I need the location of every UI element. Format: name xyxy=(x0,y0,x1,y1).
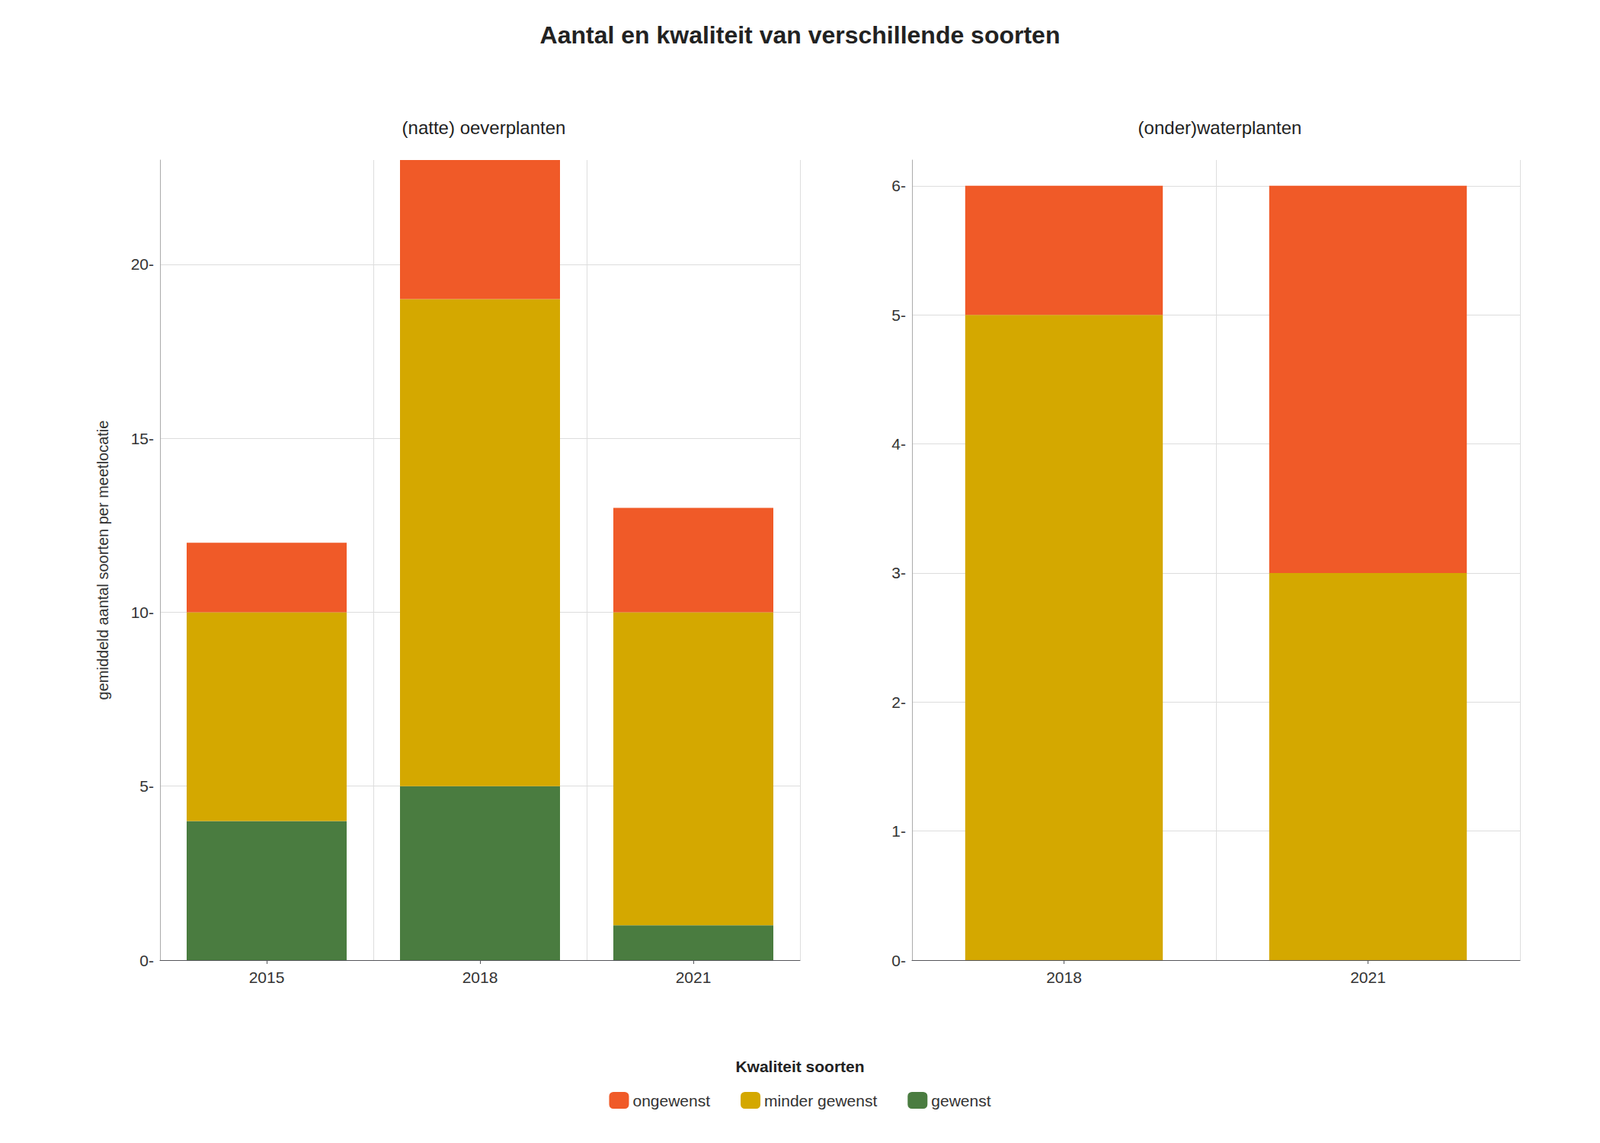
svg-text:2015: 2015 xyxy=(249,968,285,986)
svg-text:6-: 6- xyxy=(891,176,906,195)
svg-text:1-: 1- xyxy=(891,822,906,840)
svg-text:gewenst: gewenst xyxy=(931,1091,991,1110)
svg-text:2018: 2018 xyxy=(1046,968,1082,986)
svg-text:5-: 5- xyxy=(891,306,906,324)
svg-text:2021: 2021 xyxy=(1350,968,1386,986)
svg-text:2018: 2018 xyxy=(462,968,499,986)
svg-text:4-: 4- xyxy=(891,435,906,453)
svg-text:(onder)waterplanten: (onder)waterplanten xyxy=(1138,117,1303,138)
svg-text:5-: 5- xyxy=(139,777,154,795)
svg-text:20-: 20- xyxy=(131,255,154,273)
svg-text:gemiddeld aantal soorten per m: gemiddeld aantal soorten per meetlocatie xyxy=(94,420,112,701)
svg-text:minder gewenst: minder gewenst xyxy=(764,1091,877,1110)
svg-text:2021: 2021 xyxy=(675,968,712,986)
svg-text:2-: 2- xyxy=(891,693,906,711)
svg-text:0-: 0- xyxy=(139,951,154,970)
svg-text:10-: 10- xyxy=(131,603,154,621)
svg-text:ongewenst: ongewenst xyxy=(632,1091,711,1110)
svg-text:(natte) oeverplanten: (natte) oeverplanten xyxy=(402,117,567,138)
svg-text:15-: 15- xyxy=(131,429,154,448)
svg-text:3-: 3- xyxy=(891,563,906,582)
svg-text:Aantal en kwaliteit van versch: Aantal en kwaliteit van verschillende so… xyxy=(540,21,1061,49)
svg-text:0-: 0- xyxy=(891,951,906,970)
svg-text:Kwaliteit soorten: Kwaliteit soorten xyxy=(735,1057,864,1076)
